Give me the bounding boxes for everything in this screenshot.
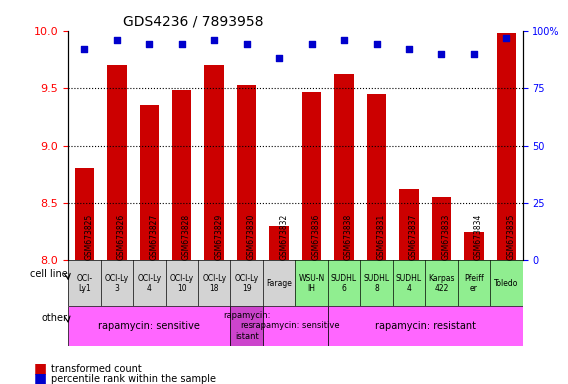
Text: OCI-Ly
4: OCI-Ly 4	[137, 273, 161, 293]
Text: transformed count: transformed count	[51, 364, 142, 374]
Point	[80, 46, 89, 52]
Bar	[302, 91, 321, 260]
Point	[145, 41, 154, 48]
Bar	[74, 169, 94, 260]
Bar	[101, 260, 133, 306]
Bar	[392, 260, 425, 306]
Text: WSU-N
IH: WSU-N IH	[298, 273, 325, 293]
Text: GSM673826: GSM673826	[117, 214, 126, 260]
Point	[177, 41, 186, 48]
Point	[404, 46, 414, 52]
Text: OCI-Ly
3: OCI-Ly 3	[105, 273, 129, 293]
Text: rapamycin: sensitive: rapamycin: sensitive	[98, 321, 201, 331]
Text: rapamycin: sensitive: rapamycin: sensitive	[252, 321, 339, 330]
Bar	[133, 260, 165, 306]
Bar	[295, 260, 328, 306]
Text: ■: ■	[34, 371, 47, 384]
Text: OCI-Ly
18: OCI-Ly 18	[202, 273, 226, 293]
Bar	[399, 189, 419, 260]
Bar	[204, 65, 224, 260]
Point	[274, 55, 283, 61]
Bar	[107, 65, 127, 260]
Text: rapamycin: resistant: rapamycin: resistant	[375, 321, 475, 331]
Text: GSM673833: GSM673833	[441, 214, 450, 260]
Point	[469, 51, 478, 57]
Text: Toledo: Toledo	[494, 279, 519, 288]
Text: GSM673831: GSM673831	[377, 214, 386, 260]
Bar	[360, 260, 392, 306]
Bar	[237, 85, 256, 260]
Bar	[263, 260, 295, 306]
Bar	[165, 260, 198, 306]
Bar	[367, 94, 386, 260]
Text: SUDHL
8: SUDHL 8	[364, 273, 390, 293]
Bar	[231, 306, 263, 346]
Text: GSM673837: GSM673837	[409, 214, 418, 260]
Bar	[68, 260, 101, 306]
Text: rapamycin:
res
istant: rapamycin: res istant	[223, 311, 270, 341]
Text: GSM673827: GSM673827	[149, 214, 158, 260]
Point	[502, 35, 511, 41]
Bar	[328, 306, 523, 346]
Bar	[490, 260, 523, 306]
Point	[210, 37, 219, 43]
Text: GSM673829: GSM673829	[214, 214, 223, 260]
Bar	[458, 260, 490, 306]
Point	[112, 37, 122, 43]
Bar	[269, 226, 289, 260]
Text: OCI-
Ly1: OCI- Ly1	[76, 273, 93, 293]
Text: GDS4236 / 7893958: GDS4236 / 7893958	[123, 14, 263, 28]
Text: OCI-Ly
19: OCI-Ly 19	[235, 273, 259, 293]
Point	[372, 41, 381, 48]
Point	[307, 41, 316, 48]
Bar	[68, 306, 231, 346]
Text: cell line: cell line	[30, 269, 68, 279]
Bar	[464, 232, 483, 260]
Bar	[425, 260, 458, 306]
Text: SUDHL
4: SUDHL 4	[396, 273, 422, 293]
Point	[437, 51, 446, 57]
Bar	[496, 33, 516, 260]
Bar	[432, 197, 451, 260]
Bar	[328, 260, 360, 306]
Text: Karpas
422: Karpas 422	[428, 273, 454, 293]
Bar	[198, 260, 231, 306]
Point	[242, 41, 251, 48]
Text: Farage: Farage	[266, 279, 292, 288]
Text: GSM673828: GSM673828	[182, 214, 191, 260]
Text: GSM673834: GSM673834	[474, 214, 483, 260]
Text: percentile rank within the sample: percentile rank within the sample	[51, 374, 216, 384]
Text: GSM673835: GSM673835	[506, 214, 515, 260]
Bar	[172, 90, 191, 260]
Bar	[231, 260, 263, 306]
Bar	[263, 306, 328, 346]
Text: other: other	[41, 313, 68, 323]
Text: Pfeiff
er: Pfeiff er	[464, 273, 484, 293]
Text: GSM673825: GSM673825	[85, 214, 93, 260]
Point	[340, 37, 349, 43]
Text: GSM673830: GSM673830	[247, 214, 256, 260]
Bar	[335, 74, 354, 260]
Text: GSM673832: GSM673832	[279, 214, 288, 260]
Text: SUDHL
6: SUDHL 6	[331, 273, 357, 293]
Bar	[140, 105, 159, 260]
Text: OCI-Ly
10: OCI-Ly 10	[170, 273, 194, 293]
Text: ■: ■	[34, 361, 47, 376]
Text: GSM673836: GSM673836	[312, 214, 320, 260]
Text: GSM673838: GSM673838	[344, 214, 353, 260]
